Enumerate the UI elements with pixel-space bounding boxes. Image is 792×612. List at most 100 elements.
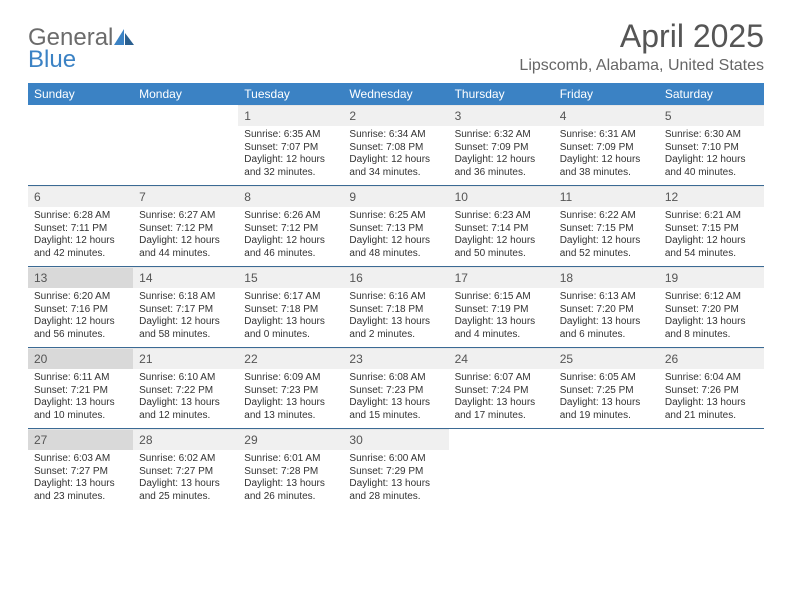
- daylight-text-1: Daylight: 13 hours: [665, 397, 758, 410]
- day-number: 1: [238, 105, 343, 126]
- daylight-text-1: Daylight: 12 hours: [665, 235, 758, 248]
- sunrise-text: Sunrise: 6:27 AM: [139, 210, 232, 223]
- daylight-text-2: and 48 minutes.: [349, 248, 442, 261]
- day-details: Sunrise: 6:30 AMSunset: 7:10 PMDaylight:…: [659, 126, 764, 185]
- dayhead-thu: Thursday: [449, 83, 554, 105]
- day-number: 12: [659, 186, 764, 207]
- day-details: Sunrise: 6:04 AMSunset: 7:26 PMDaylight:…: [659, 369, 764, 428]
- dayhead-tue: Tuesday: [238, 83, 343, 105]
- day-number: 18: [554, 267, 659, 288]
- day-details: Sunrise: 6:34 AMSunset: 7:08 PMDaylight:…: [343, 126, 448, 185]
- day-cell: 28Sunrise: 6:02 AMSunset: 7:27 PMDayligh…: [133, 429, 238, 510]
- sunset-text: Sunset: 7:18 PM: [244, 304, 337, 317]
- day-details: Sunrise: 6:20 AMSunset: 7:16 PMDaylight:…: [28, 288, 133, 347]
- daylight-text-2: and 28 minutes.: [349, 491, 442, 504]
- sunrise-text: Sunrise: 6:35 AM: [244, 129, 337, 142]
- day-cell: 12Sunrise: 6:21 AMSunset: 7:15 PMDayligh…: [659, 186, 764, 267]
- sunrise-text: Sunrise: 6:00 AM: [349, 453, 442, 466]
- day-number: 9: [343, 186, 448, 207]
- sunrise-text: Sunrise: 6:34 AM: [349, 129, 442, 142]
- day-cell: 18Sunrise: 6:13 AMSunset: 7:20 PMDayligh…: [554, 267, 659, 348]
- day-details: Sunrise: 6:16 AMSunset: 7:18 PMDaylight:…: [343, 288, 448, 347]
- week-row: 20Sunrise: 6:11 AMSunset: 7:21 PMDayligh…: [28, 348, 764, 429]
- day-cell: 1Sunrise: 6:35 AMSunset: 7:07 PMDaylight…: [238, 105, 343, 186]
- day-number: 13: [28, 267, 133, 288]
- daylight-text-1: Daylight: 13 hours: [139, 478, 232, 491]
- sunrise-text: Sunrise: 6:17 AM: [244, 291, 337, 304]
- logo: GeneralBlue: [28, 24, 134, 74]
- day-number: 2: [343, 105, 448, 126]
- daylight-text-2: and 25 minutes.: [139, 491, 232, 504]
- sunrise-text: Sunrise: 6:20 AM: [34, 291, 127, 304]
- day-details: Sunrise: 6:21 AMSunset: 7:15 PMDaylight:…: [659, 207, 764, 266]
- day-cell: 6Sunrise: 6:28 AMSunset: 7:11 PMDaylight…: [28, 186, 133, 267]
- day-details: Sunrise: 6:02 AMSunset: 7:27 PMDaylight:…: [133, 450, 238, 509]
- sunrise-text: Sunrise: 6:11 AM: [34, 372, 127, 385]
- day-cell: 13Sunrise: 6:20 AMSunset: 7:16 PMDayligh…: [28, 267, 133, 348]
- day-details: Sunrise: 6:11 AMSunset: 7:21 PMDaylight:…: [28, 369, 133, 428]
- sunset-text: Sunset: 7:29 PM: [349, 466, 442, 479]
- sunrise-text: Sunrise: 6:13 AM: [560, 291, 653, 304]
- day-number: 20: [28, 348, 133, 369]
- day-cell: 20Sunrise: 6:11 AMSunset: 7:21 PMDayligh…: [28, 348, 133, 429]
- daylight-text-1: Daylight: 13 hours: [349, 478, 442, 491]
- daylight-text-2: and 12 minutes.: [139, 410, 232, 423]
- calendar-table: Sunday Monday Tuesday Wednesday Thursday…: [28, 83, 764, 509]
- daylight-text-1: Daylight: 13 hours: [455, 316, 548, 329]
- sunrise-text: Sunrise: 6:32 AM: [455, 129, 548, 142]
- sunset-text: Sunset: 7:17 PM: [139, 304, 232, 317]
- day-cell: 21Sunrise: 6:10 AMSunset: 7:22 PMDayligh…: [133, 348, 238, 429]
- day-details: Sunrise: 6:00 AMSunset: 7:29 PMDaylight:…: [343, 450, 448, 509]
- sunset-text: Sunset: 7:18 PM: [349, 304, 442, 317]
- sunset-text: Sunset: 7:27 PM: [139, 466, 232, 479]
- day-cell: 7Sunrise: 6:27 AMSunset: 7:12 PMDaylight…: [133, 186, 238, 267]
- day-number: 6: [28, 186, 133, 207]
- calendar-body: 1Sunrise: 6:35 AMSunset: 7:07 PMDaylight…: [28, 105, 764, 509]
- week-row: 13Sunrise: 6:20 AMSunset: 7:16 PMDayligh…: [28, 267, 764, 348]
- daylight-text-1: Daylight: 12 hours: [665, 154, 758, 167]
- daylight-text-1: Daylight: 13 hours: [244, 397, 337, 410]
- day-cell: [28, 105, 133, 186]
- day-details: Sunrise: 6:01 AMSunset: 7:28 PMDaylight:…: [238, 450, 343, 509]
- day-cell: 23Sunrise: 6:08 AMSunset: 7:23 PMDayligh…: [343, 348, 448, 429]
- day-cell: 26Sunrise: 6:04 AMSunset: 7:26 PMDayligh…: [659, 348, 764, 429]
- day-details: Sunrise: 6:25 AMSunset: 7:13 PMDaylight:…: [343, 207, 448, 266]
- daylight-text-2: and 2 minutes.: [349, 329, 442, 342]
- day-cell: 8Sunrise: 6:26 AMSunset: 7:12 PMDaylight…: [238, 186, 343, 267]
- day-details: Sunrise: 6:07 AMSunset: 7:24 PMDaylight:…: [449, 369, 554, 428]
- daylight-text-2: and 10 minutes.: [34, 410, 127, 423]
- day-details: Sunrise: 6:27 AMSunset: 7:12 PMDaylight:…: [133, 207, 238, 266]
- sunrise-text: Sunrise: 6:03 AM: [34, 453, 127, 466]
- day-details: Sunrise: 6:35 AMSunset: 7:07 PMDaylight:…: [238, 126, 343, 185]
- day-number: 19: [659, 267, 764, 288]
- daylight-text-2: and 44 minutes.: [139, 248, 232, 261]
- day-cell: 22Sunrise: 6:09 AMSunset: 7:23 PMDayligh…: [238, 348, 343, 429]
- sunrise-text: Sunrise: 6:09 AM: [244, 372, 337, 385]
- day-cell: 27Sunrise: 6:03 AMSunset: 7:27 PMDayligh…: [28, 429, 133, 510]
- sunset-text: Sunset: 7:22 PM: [139, 385, 232, 398]
- day-number: 16: [343, 267, 448, 288]
- daylight-text-2: and 4 minutes.: [455, 329, 548, 342]
- sunset-text: Sunset: 7:26 PM: [665, 385, 758, 398]
- dayhead-mon: Monday: [133, 83, 238, 105]
- daylight-text-1: Daylight: 12 hours: [560, 154, 653, 167]
- sunrise-text: Sunrise: 6:21 AM: [665, 210, 758, 223]
- sunrise-text: Sunrise: 6:18 AM: [139, 291, 232, 304]
- day-number: 3: [449, 105, 554, 126]
- daylight-text-2: and 40 minutes.: [665, 167, 758, 180]
- day-number: 7: [133, 186, 238, 207]
- day-details: Sunrise: 6:10 AMSunset: 7:22 PMDaylight:…: [133, 369, 238, 428]
- day-cell: 4Sunrise: 6:31 AMSunset: 7:09 PMDaylight…: [554, 105, 659, 186]
- daylight-text-2: and 42 minutes.: [34, 248, 127, 261]
- day-cell: 19Sunrise: 6:12 AMSunset: 7:20 PMDayligh…: [659, 267, 764, 348]
- daylight-text-2: and 26 minutes.: [244, 491, 337, 504]
- sunrise-text: Sunrise: 6:10 AM: [139, 372, 232, 385]
- daylight-text-2: and 46 minutes.: [244, 248, 337, 261]
- location: Lipscomb, Alabama, United States: [519, 57, 764, 75]
- sunset-text: Sunset: 7:15 PM: [665, 223, 758, 236]
- daylight-text-1: Daylight: 13 hours: [349, 316, 442, 329]
- day-cell: 17Sunrise: 6:15 AMSunset: 7:19 PMDayligh…: [449, 267, 554, 348]
- day-cell: 14Sunrise: 6:18 AMSunset: 7:17 PMDayligh…: [133, 267, 238, 348]
- day-details: Sunrise: 6:32 AMSunset: 7:09 PMDaylight:…: [449, 126, 554, 185]
- daylight-text-2: and 19 minutes.: [560, 410, 653, 423]
